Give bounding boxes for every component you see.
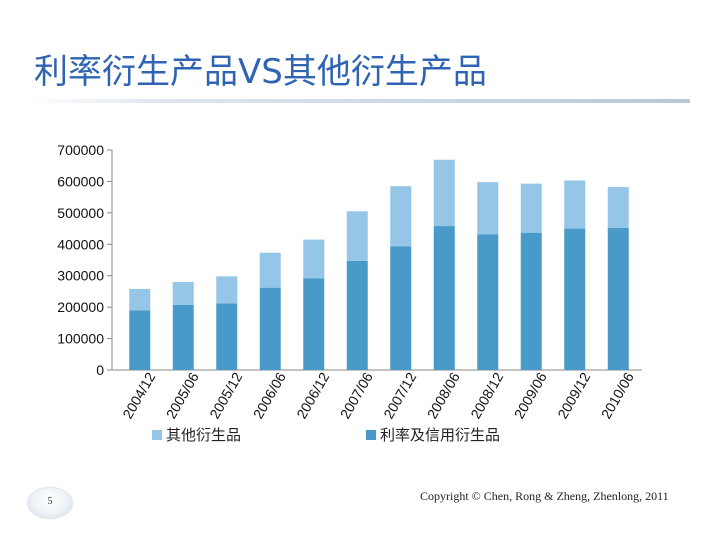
x-tick-label: 2007/12	[380, 369, 419, 421]
bar-segment-rate	[477, 234, 499, 370]
bar-segment-rate	[172, 304, 194, 370]
legend-label: 其他衍生品	[166, 426, 241, 444]
bar-segment-rate	[433, 226, 455, 370]
bar-segment-other	[607, 187, 629, 228]
bar-segment-rate	[607, 227, 629, 370]
y-tick-label: 700000	[57, 142, 104, 158]
x-tick-label: 2005/12	[206, 369, 245, 421]
x-tick-label: 2008/12	[467, 369, 506, 421]
x-tick-label: 2010/06	[598, 369, 637, 421]
x-tick-label: 2007/06	[337, 369, 376, 421]
copyright-text: Copyright © Chen, Rong & Zheng, Zhenlong…	[420, 489, 669, 503]
x-tick-label: 2004/12	[119, 369, 158, 421]
bar-segment-other	[259, 252, 281, 288]
y-tick-label: 100000	[57, 331, 104, 347]
bar-segment-rate	[129, 310, 151, 370]
bar-segment-rate	[564, 228, 586, 370]
legend-label: 利率及信用衍生品	[380, 426, 500, 444]
page-number-badge: 5	[28, 488, 72, 518]
page-number: 5	[47, 496, 53, 507]
legend-swatch	[366, 430, 376, 440]
bar-segment-other	[520, 183, 542, 233]
bar-segment-rate	[216, 303, 238, 370]
x-tick-label: 2009/12	[554, 369, 593, 421]
y-tick-label: 400000	[57, 236, 104, 252]
bar-segment-other	[303, 239, 325, 279]
y-tick-label: 600000	[57, 173, 104, 189]
bar-segment-rate	[520, 232, 542, 370]
x-tick-label: 2006/06	[250, 369, 289, 421]
bar-segment-rate	[259, 287, 281, 370]
bar-segment-rate	[346, 260, 368, 370]
bar-segment-other	[390, 186, 412, 247]
x-tick-label: 2005/06	[163, 369, 202, 421]
bar-segment-other	[433, 159, 455, 227]
y-tick-label: 300000	[57, 268, 104, 284]
x-tick-label: 2009/06	[511, 369, 550, 421]
bar-segment-other	[216, 276, 238, 304]
bar-segment-other	[346, 211, 368, 261]
bar-segment-other	[172, 282, 194, 305]
slide-title: 利率衍生产品VS其他衍生产品	[34, 52, 487, 92]
x-tick-label: 2006/12	[293, 369, 332, 421]
bar-segment-other	[564, 180, 586, 229]
bar-segment-other	[129, 288, 151, 311]
legend-swatch	[152, 430, 162, 440]
bar-segment-other	[477, 182, 499, 235]
y-tick-label: 200000	[57, 299, 104, 315]
title-divider	[26, 99, 690, 103]
y-tick-label: 0	[96, 362, 104, 378]
x-tick-label: 2008/06	[424, 369, 463, 421]
bar-segment-rate	[303, 278, 325, 370]
y-tick-label: 500000	[57, 205, 104, 221]
bar-segment-rate	[390, 246, 412, 370]
